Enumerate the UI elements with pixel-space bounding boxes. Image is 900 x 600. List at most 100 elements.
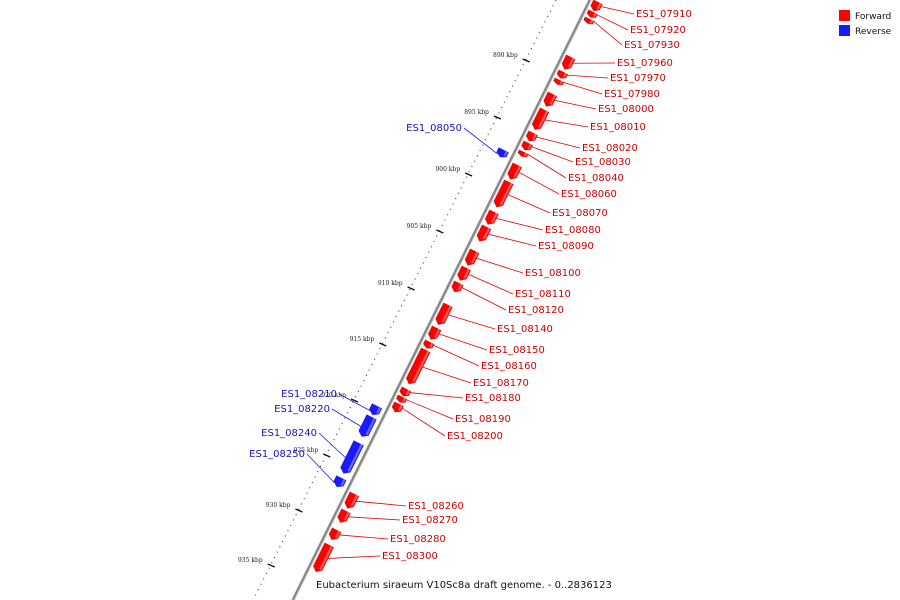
gene-label[interactable]: ES1_08200	[447, 431, 503, 442]
scale-tick-label: 910 kbp	[378, 280, 403, 287]
gene-label[interactable]: ES1_07930	[624, 40, 680, 51]
gene-leader-line	[339, 534, 389, 540]
gene-label[interactable]: ES1_08280	[390, 534, 446, 545]
gene-feature[interactable]	[589, 0, 603, 13]
gene-feature[interactable]	[520, 140, 534, 153]
gene-label[interactable]: ES1_08090	[538, 241, 594, 252]
gene-label[interactable]: ES1_08030	[575, 157, 631, 168]
gene-feature[interactable]	[583, 16, 595, 26]
gene-label[interactable]: ES1_07920	[630, 25, 686, 36]
gene-leader-line	[401, 407, 446, 437]
gene-label[interactable]: ES1_08190	[455, 414, 511, 425]
gene-feature[interactable]	[553, 77, 565, 87]
gene-label[interactable]: ES1_08070	[552, 208, 608, 219]
gene-leader-line	[318, 432, 347, 459]
scale-tick-label: 920 kbp	[321, 392, 346, 399]
gene-label[interactable]: ES1_08040	[568, 173, 624, 184]
gene-label[interactable]: ES1_08270	[402, 515, 458, 526]
gene-leader-line	[406, 399, 454, 420]
gene-feature[interactable]	[556, 69, 569, 81]
gene-feature[interactable]	[357, 414, 377, 440]
gene-label[interactable]: ES1_08110	[515, 289, 571, 300]
gene-label[interactable]: ES1_08150	[489, 345, 545, 356]
gene-feature[interactable]	[492, 179, 514, 210]
scale-tick-mark	[522, 58, 530, 63]
backbone-line	[291, 0, 592, 600]
gene-leader-line	[327, 555, 381, 559]
gene-feature[interactable]	[339, 440, 365, 476]
gene-label[interactable]: ES1_07910	[636, 9, 692, 20]
gene-label[interactable]: ES1_08080	[545, 225, 601, 236]
scale-tick-label: 935 kbp	[238, 557, 263, 564]
scale-tick-mark	[436, 229, 444, 234]
gene-label[interactable]: ES1_07960	[617, 58, 673, 69]
legend-forward-label: Forward	[855, 12, 891, 22]
gene-label[interactable]: ES1_08120	[508, 305, 564, 316]
ruler-dotted-line	[252, 0, 557, 600]
gene-label[interactable]: ES1_08060	[561, 189, 617, 200]
scale-tick-mark	[379, 342, 387, 347]
gene-label[interactable]: ES1_08210	[281, 389, 337, 400]
scale-tick-label: 895 kbp	[464, 109, 489, 116]
gene-leader-line	[518, 171, 560, 195]
gene-feature[interactable]	[404, 347, 431, 386]
gene-feature[interactable]	[395, 394, 408, 405]
gene-feature[interactable]	[506, 162, 523, 182]
gene-feature[interactable]	[336, 508, 351, 525]
gene-feature[interactable]	[422, 339, 435, 351]
gene-label[interactable]: ES1_08250	[249, 449, 305, 460]
legend-forward-swatch	[839, 10, 850, 21]
gene-feature[interactable]	[450, 280, 464, 294]
gene-feature[interactable]	[530, 107, 550, 132]
gene-label[interactable]: ES1_08180	[465, 393, 521, 404]
gene-label[interactable]: ES1_08000	[598, 104, 654, 115]
gene-feature[interactable]	[368, 403, 383, 418]
gene-leader-line	[461, 287, 507, 311]
gene-feature[interactable]	[495, 147, 510, 160]
scale-tick-label: 925 kbp	[294, 447, 319, 454]
gene-label[interactable]: ES1_08140	[497, 324, 553, 335]
scale-tick-label: 905 kbp	[407, 223, 432, 230]
gene-label[interactable]: ES1_08010	[590, 122, 646, 133]
gene-feature[interactable]	[463, 248, 480, 268]
gene-feature[interactable]	[332, 475, 347, 490]
gene-features	[311, 0, 603, 574]
gene-feature[interactable]	[560, 54, 576, 72]
scale-tick-mark	[407, 286, 415, 291]
gene-feature[interactable]	[475, 224, 492, 244]
gene-feature[interactable]	[327, 527, 342, 542]
gene-label[interactable]: ES1_08240	[261, 428, 317, 439]
scale-tick-mark	[322, 453, 331, 458]
gene-feature[interactable]	[391, 401, 404, 415]
gene-feature[interactable]	[434, 302, 453, 327]
gene-leader-line	[463, 127, 498, 154]
gene-leader-line	[306, 453, 335, 483]
gene-feature[interactable]	[542, 91, 558, 109]
gene-feature[interactable]	[586, 9, 598, 20]
gene-label[interactable]: ES1_08160	[481, 361, 537, 372]
legend-reverse-label: Reverse	[855, 27, 892, 37]
gene-leader-line	[476, 257, 524, 274]
gene-feature[interactable]	[311, 542, 335, 574]
gene-leader-line	[422, 366, 472, 384]
gene-label[interactable]: ES1_08300	[382, 551, 438, 562]
gene-label[interactable]: ES1_08100	[525, 268, 581, 279]
gene-label[interactable]: ES1_08170	[473, 378, 529, 389]
gene-label[interactable]: ES1_08220	[274, 404, 330, 415]
scale-tick-mark	[464, 172, 473, 177]
gene-feature[interactable]	[398, 386, 412, 399]
gene-label[interactable]: ES1_08260	[408, 501, 464, 512]
gene-label[interactable]: ES1_08020	[582, 143, 638, 154]
gene-label[interactable]: ES1_07980	[604, 89, 660, 100]
map-caption: Eubacterium siraeum V10Sc8a draft genome…	[316, 580, 612, 591]
gene-feature[interactable]	[426, 325, 442, 342]
gene-leader-line	[531, 146, 574, 163]
gene-leader-line	[438, 333, 488, 351]
gene-feature[interactable]	[456, 265, 472, 283]
gene-feature[interactable]	[483, 209, 499, 227]
gene-feature[interactable]	[517, 149, 529, 159]
gene-feature[interactable]	[343, 491, 360, 511]
gene-feature[interactable]	[525, 130, 539, 144]
gene-label[interactable]: ES1_08050	[406, 123, 462, 134]
gene-label[interactable]: ES1_07970	[610, 73, 666, 84]
